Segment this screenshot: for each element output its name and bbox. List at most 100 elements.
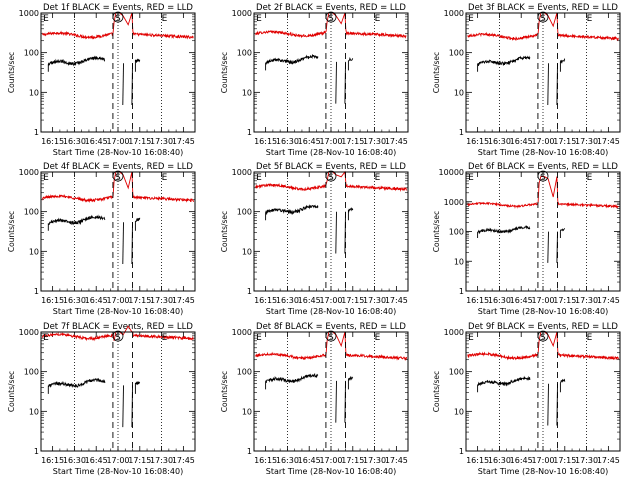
y-tick-label: 1 xyxy=(459,128,464,137)
y-tick-label: 100 xyxy=(237,49,252,58)
event-marker-s: S xyxy=(540,173,546,183)
plot-frame xyxy=(253,12,409,133)
x-tick-label: 17:45 xyxy=(597,137,620,146)
x-tick-label: 17:00 xyxy=(106,296,129,305)
x-tick-label: 17:45 xyxy=(385,456,408,465)
x-tick-label: 17:00 xyxy=(531,296,554,305)
x-tick-label: 17:45 xyxy=(385,296,408,305)
y-tick-label: 10 xyxy=(29,407,39,416)
event-marker-e: E xyxy=(587,173,593,183)
plot-frame xyxy=(465,171,621,292)
x-tick-label: 16:15 xyxy=(254,456,277,465)
event-marker-e: E xyxy=(375,173,381,183)
x-tick-label: 16:45 xyxy=(85,137,108,146)
event-marker-e: E xyxy=(375,14,381,24)
x-tick-label: 16:15 xyxy=(466,456,489,465)
y-tick-label: 1 xyxy=(459,447,464,456)
events-trace xyxy=(335,211,337,254)
y-tick-label: 10 xyxy=(29,247,39,256)
x-tick-label: 16:30 xyxy=(488,137,511,146)
y-tick-label: 100 xyxy=(449,368,464,377)
x-tick-label: 17:15 xyxy=(128,456,151,465)
x-tick-label: 17:30 xyxy=(575,137,598,146)
events-trace xyxy=(547,383,549,426)
events-trace xyxy=(559,228,565,238)
y-tick-label: 10 xyxy=(454,257,464,266)
event-marker-e: E xyxy=(256,173,262,183)
event-marker-e: E xyxy=(162,14,168,24)
event-marker-s: S xyxy=(540,14,546,24)
y-tick-label: 10 xyxy=(242,407,252,416)
panel-title: Det 4f BLACK = Events, RED = LLD xyxy=(43,162,193,172)
events-trace xyxy=(134,381,141,394)
x-tick-label: 16:45 xyxy=(85,456,108,465)
events-trace xyxy=(134,58,141,72)
x-tick-label: 17:15 xyxy=(341,456,364,465)
events-trace xyxy=(265,53,319,71)
events-trace xyxy=(347,375,354,390)
y-axis-label: Counts/sec xyxy=(7,371,16,412)
event-marker-e: E xyxy=(162,333,168,343)
lld-trace xyxy=(255,331,407,361)
marker-circle xyxy=(112,170,124,182)
events-trace xyxy=(477,55,531,72)
event-marker-e: E xyxy=(468,333,474,343)
x-tick-label: 17:45 xyxy=(172,456,195,465)
panel-title: Det 1f BLACK = Events, RED = LLD xyxy=(43,3,193,13)
lld-trace xyxy=(467,12,619,42)
x-tick-label: 17:15 xyxy=(553,137,576,146)
plot-frame xyxy=(40,12,196,133)
detector-panel: Det 7f BLACK = Events, RED = LLD 1 10 100 10… xyxy=(7,322,196,476)
x-tick-label: 16:45 xyxy=(298,137,321,146)
x-tick-label: 16:45 xyxy=(298,456,321,465)
x-tick-label: 16:15 xyxy=(466,137,489,146)
x-axis-label: Start Time (28-Nov-10 16:08:40) xyxy=(266,467,396,476)
events-trace xyxy=(122,63,124,106)
y-tick-label: 1000 xyxy=(19,9,39,18)
detector-panel: Det 6f BLACK = Events, RED = LLD 1 10 100 10… xyxy=(432,162,621,316)
event-marker-e: E xyxy=(468,173,474,183)
events-trace xyxy=(265,372,319,390)
y-tick-label: 100 xyxy=(24,208,39,217)
y-axis-label: Counts/sec xyxy=(220,371,229,412)
events-trace xyxy=(122,222,124,265)
x-tick-label: 16:30 xyxy=(276,296,299,305)
marker-circle xyxy=(537,170,549,182)
x-tick-label: 17:45 xyxy=(597,296,620,305)
event-marker-s: S xyxy=(115,173,121,183)
lld-trace xyxy=(42,325,194,342)
event-marker-s: S xyxy=(115,333,121,343)
lld-trace xyxy=(467,176,619,209)
x-axis-label: Start Time (28-Nov-10 16:08:40) xyxy=(266,307,396,316)
x-tick-label: 17:15 xyxy=(128,137,151,146)
y-tick-label: 100 xyxy=(24,49,39,58)
events-trace xyxy=(122,385,124,428)
x-tick-label: 17:30 xyxy=(575,456,598,465)
x-tick-label: 17:30 xyxy=(363,137,386,146)
x-tick-label: 17:45 xyxy=(385,137,408,146)
panel-title: Det 6f BLACK = Events, RED = LLD xyxy=(468,162,618,172)
events-trace xyxy=(559,57,566,72)
x-axis-label: Start Time (28-Nov-10 16:08:40) xyxy=(266,148,396,157)
x-tick-label: 17:30 xyxy=(150,456,173,465)
lld-trace xyxy=(42,171,194,203)
lld-trace xyxy=(255,12,407,39)
detector-panel: Det 2f BLACK = Events, RED = LLD 1 10 100 10… xyxy=(220,3,409,157)
event-marker-s: S xyxy=(328,14,334,24)
detector-panel: Det 5f BLACK = Events, RED = LLD 1 10 100 10… xyxy=(220,162,409,316)
x-tick-label: 16:30 xyxy=(488,296,511,305)
y-axis-label: Counts/sec xyxy=(7,52,16,93)
detector-panel: Det 3f BLACK = Events, RED = LLD 1 10 100 10… xyxy=(432,3,621,157)
x-tick-label: 16:30 xyxy=(63,296,86,305)
x-tick-label: 16:30 xyxy=(488,456,511,465)
event-marker-s: S xyxy=(328,173,334,183)
x-tick-label: 16:45 xyxy=(85,296,108,305)
event-marker-e: E xyxy=(468,14,474,24)
marker-circle xyxy=(112,11,124,23)
y-tick-label: 1000 xyxy=(444,198,464,207)
y-tick-label: 100 xyxy=(237,368,252,377)
lld-trace xyxy=(42,12,194,40)
events-trace xyxy=(335,380,337,423)
panel-title: Det 7f BLACK = Events, RED = LLD xyxy=(43,322,193,332)
